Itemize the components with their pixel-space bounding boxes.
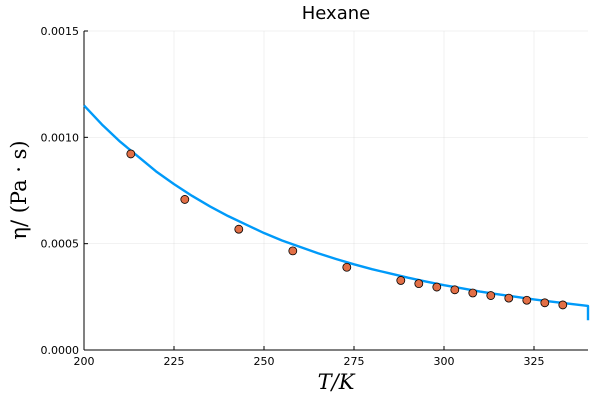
fit-curve <box>83 104 590 321</box>
data-point <box>342 262 352 272</box>
series <box>83 104 590 321</box>
data-point <box>468 288 478 298</box>
y-axis-label: η/ (Pa · s) <box>7 140 31 239</box>
x-tick-label: 325 <box>524 355 545 368</box>
data-point <box>414 279 424 289</box>
data-point <box>486 291 496 300</box>
data-point <box>540 298 550 308</box>
x-tick-label: 300 <box>434 355 455 368</box>
data-point <box>234 224 244 234</box>
data-point <box>522 295 532 305</box>
y-tick-label: 0.0005 <box>41 238 80 251</box>
data-point <box>558 300 568 310</box>
ticks: 200 225 250 275 300 325 0.0000 0.0005 0.0010 0.00… <box>41 25 545 368</box>
data-point <box>288 246 298 256</box>
data-point <box>432 282 442 292</box>
data-point <box>396 276 406 285</box>
x-tick-label: 250 <box>254 355 275 368</box>
data-point <box>180 195 190 204</box>
x-tick-label: 225 <box>164 355 185 368</box>
y-tick-label: 0.0000 <box>41 344 80 357</box>
data-point <box>450 285 460 295</box>
x-axis-label: T/K <box>318 370 356 394</box>
data-point <box>504 293 514 303</box>
chart-title: Hexane <box>302 3 370 24</box>
data-point <box>126 149 136 159</box>
y-tick-label: 0.0015 <box>41 25 80 38</box>
axes <box>83 31 588 351</box>
x-tick-label: 200 <box>74 355 95 368</box>
x-tick-label: 275 <box>344 355 365 368</box>
y-tick-label: 0.0010 <box>41 131 80 144</box>
